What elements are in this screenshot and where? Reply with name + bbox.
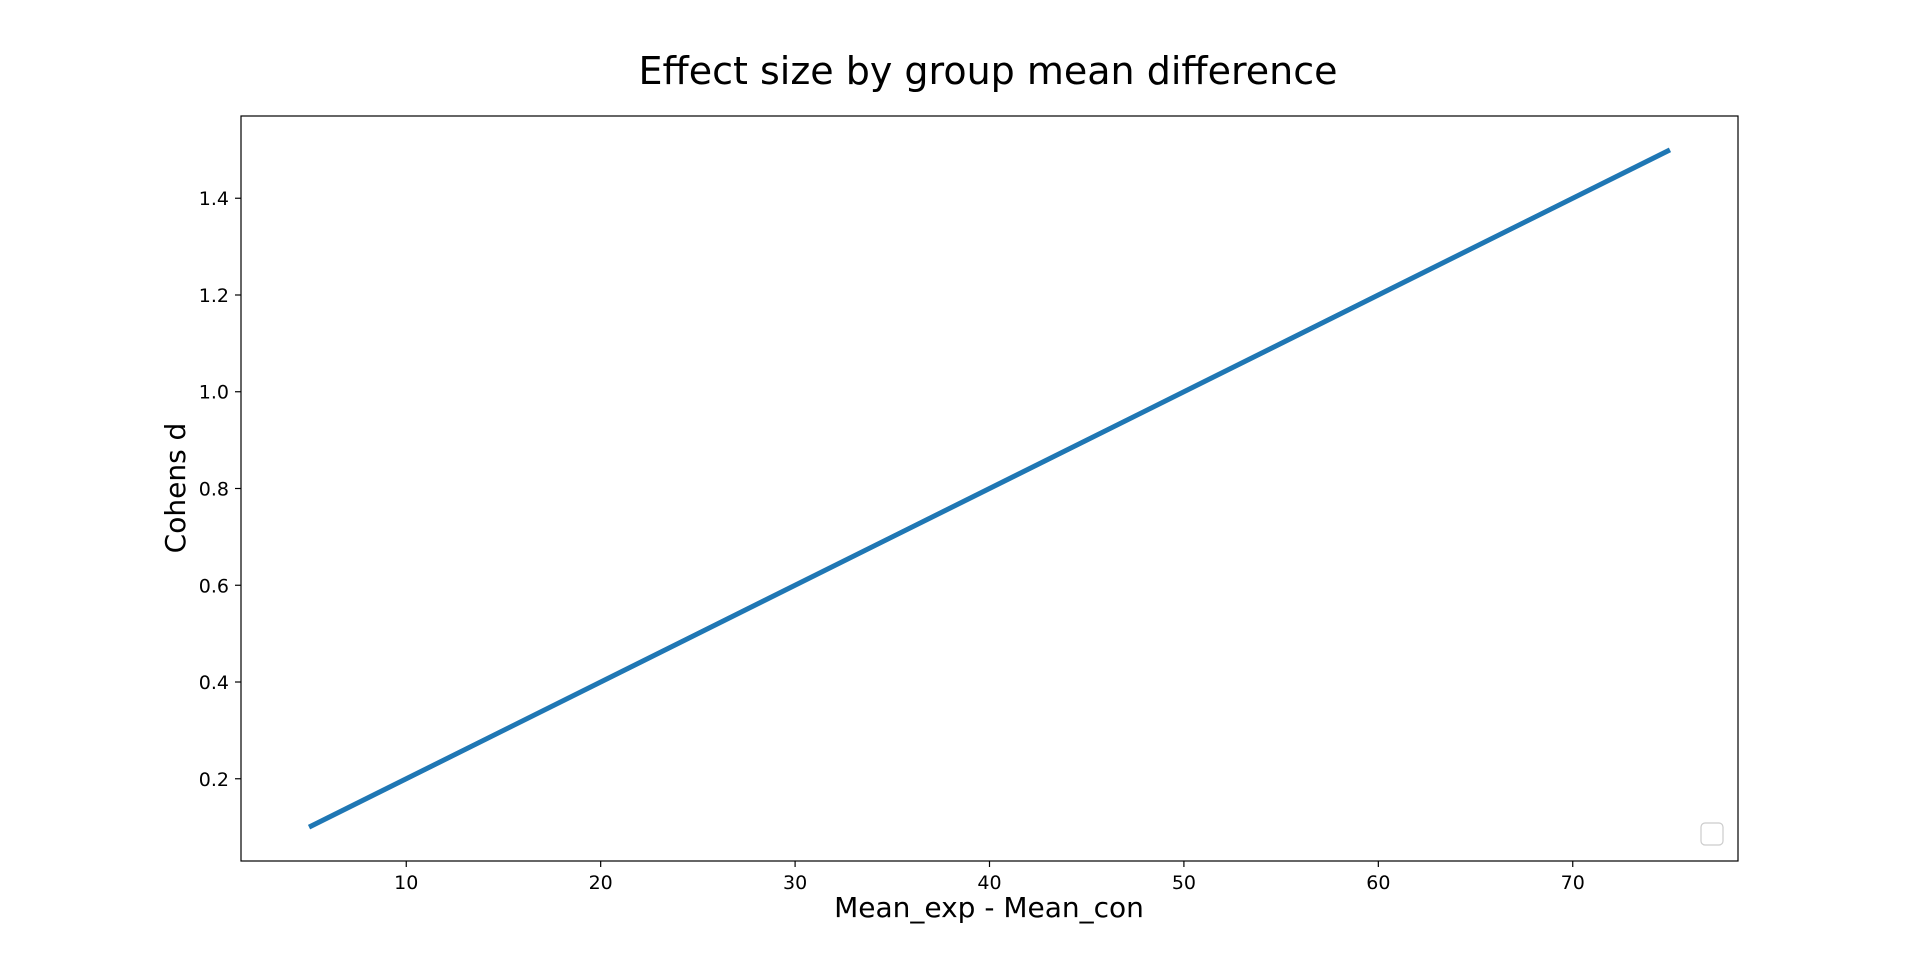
y-tick-label: 0.4 bbox=[199, 672, 229, 694]
x-tick-label: 60 bbox=[1366, 872, 1390, 894]
x-tick-label: 70 bbox=[1561, 872, 1585, 894]
x-tick-label: 10 bbox=[394, 872, 418, 894]
legend bbox=[1700, 822, 1724, 846]
series-line bbox=[307, 147, 1672, 830]
x-axis-label: Mean_exp - Mean_con bbox=[834, 891, 1144, 924]
y-axis-label: Cohens d bbox=[159, 423, 192, 554]
x-tick-label: 30 bbox=[783, 872, 807, 894]
legend-box bbox=[1700, 822, 1724, 846]
x-tick-label: 40 bbox=[977, 872, 1001, 894]
series-layer bbox=[307, 147, 1672, 830]
y-axis: 0.2 0.4 0.6 0.8 1.0 1.2 1.4 bbox=[199, 188, 241, 791]
x-tick-label: 20 bbox=[589, 872, 613, 894]
y-tick-label: 0.6 bbox=[199, 575, 229, 597]
y-tick-label: 0.2 bbox=[199, 769, 229, 791]
y-tick-label: 1.2 bbox=[199, 285, 229, 307]
y-tick-label: 1.4 bbox=[199, 188, 229, 210]
chart-title: Effect size by group mean difference bbox=[639, 49, 1338, 93]
y-tick-label: 1.0 bbox=[199, 382, 229, 404]
x-axis: 10 20 30 40 50 60 70 bbox=[394, 861, 1585, 894]
y-tick-label: 0.8 bbox=[199, 479, 229, 501]
x-tick-label: 50 bbox=[1172, 872, 1196, 894]
plot-area bbox=[240, 115, 1739, 862]
